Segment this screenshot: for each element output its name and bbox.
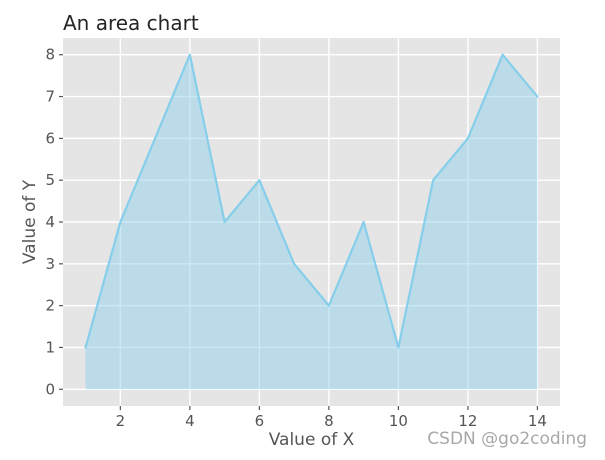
x-tick-label: 2 xyxy=(116,412,126,430)
y-tick-label: 7 xyxy=(45,88,55,106)
data-line xyxy=(84,53,539,349)
y-tick-label: 8 xyxy=(45,46,55,64)
y-tick-label: 1 xyxy=(45,338,55,356)
chart-title: An area chart xyxy=(63,11,199,35)
area-fill xyxy=(85,54,538,390)
y-tick-label: 6 xyxy=(45,129,55,147)
y-tick-label: 5 xyxy=(45,171,55,189)
x-tick-label: 8 xyxy=(324,412,334,430)
y-tick-label: 4 xyxy=(45,213,55,231)
y-tick-label: 2 xyxy=(45,297,55,315)
x-tick-label: 12 xyxy=(458,412,477,430)
y-tick-label: 3 xyxy=(45,255,55,273)
x-tick-label: 10 xyxy=(389,412,408,430)
x-axis-label: Value of X xyxy=(268,430,355,450)
x-tick-label: 14 xyxy=(528,412,547,430)
watermark: CSDN @go2coding xyxy=(427,429,587,449)
x-tick-label: 4 xyxy=(185,412,195,430)
x-tick-label: 6 xyxy=(255,412,265,430)
y-tick-label: 0 xyxy=(45,380,55,398)
y-axis-label: Value of Y xyxy=(19,179,40,265)
